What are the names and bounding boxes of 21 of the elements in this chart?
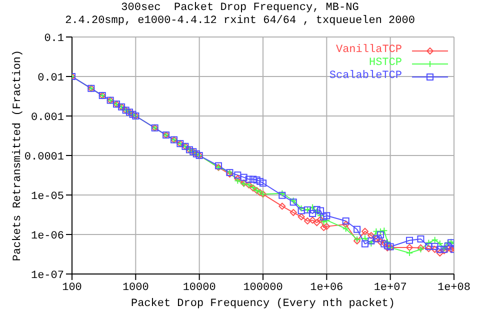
y-tick-label: 0.01 <box>38 72 64 84</box>
y-tick-label: 0.1 <box>44 32 64 45</box>
y-tick-label: 0.0001 <box>24 151 64 164</box>
x-tick-label: 10000 <box>182 282 216 294</box>
y-tick-label: 0.001 <box>30 112 64 124</box>
y-tick-label: 1e-07 <box>30 270 64 282</box>
x-tick-label: 100 <box>62 282 82 294</box>
y-tick-label: 1e-06 <box>30 230 64 242</box>
x-tick-label: 100000 <box>243 282 283 294</box>
legend-label: HSTCP <box>368 57 402 70</box>
y-axis-title: Packets Retransmitted (Fraction) <box>12 50 24 262</box>
x-tick-label: 1e+08 <box>437 282 471 294</box>
y-tick-label: 1e-05 <box>30 190 64 203</box>
x-tick-label: 1000 <box>122 282 149 294</box>
chart-title: 300sec Packet Drop Frequency, MB-NG <box>120 2 360 15</box>
chart-subtitle: 2.4.20smp, e1000-4.4.12 rxint 64/64 , txqueuelen 2000 <box>64 15 416 28</box>
x-tick-label: 1e+07 <box>374 282 407 294</box>
x-tick-label: 1e+06 <box>310 282 344 294</box>
x-axis-title: Packet Drop Frequency (Every nth packet) <box>130 298 396 310</box>
legend-label: ScalableTCP <box>329 70 402 83</box>
legend-label: VanillaTCP <box>336 44 402 57</box>
